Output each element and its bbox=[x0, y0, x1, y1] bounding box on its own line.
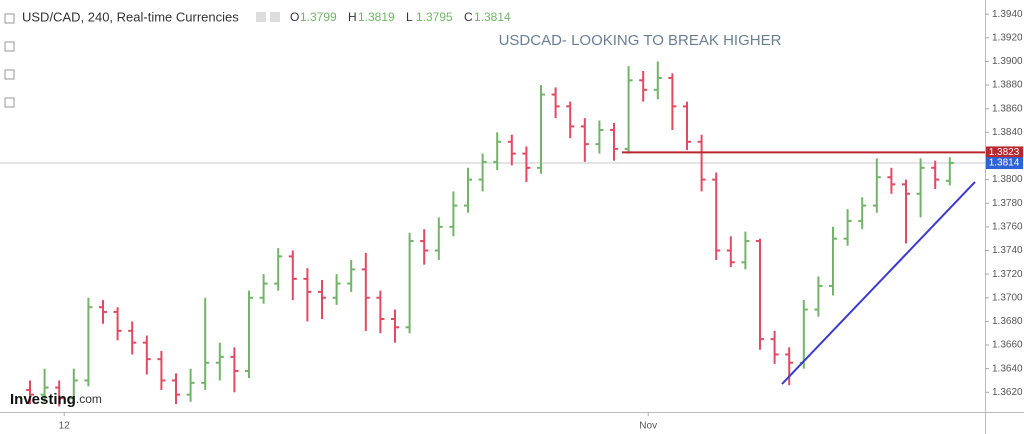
y-tick-label: 1.3760 bbox=[992, 221, 1023, 232]
header-label: H bbox=[348, 10, 357, 24]
y-tick-label: 1.3900 bbox=[992, 56, 1023, 67]
y-tick-label: 1.3620 bbox=[992, 387, 1023, 398]
y-tick-label: 1.3860 bbox=[992, 103, 1023, 114]
settings-icon[interactable] bbox=[256, 12, 266, 22]
header-value: 1.3795 bbox=[416, 10, 453, 24]
y-tick-label: 1.3740 bbox=[992, 245, 1023, 256]
header-value: 1.3799 bbox=[300, 10, 337, 24]
y-tick-label: 1.3720 bbox=[992, 269, 1023, 280]
y-tick-label: 1.3780 bbox=[992, 198, 1023, 209]
y-tick-label: 1.3920 bbox=[992, 32, 1023, 43]
logo-name: Investing bbox=[10, 391, 76, 408]
settings-icon[interactable] bbox=[270, 12, 280, 22]
toolbar-icon[interactable] bbox=[4, 69, 15, 80]
logo-suffix: .com bbox=[76, 392, 102, 406]
last-price-tag bbox=[986, 157, 1023, 170]
header-label: O bbox=[290, 10, 299, 24]
toolbar-icon[interactable] bbox=[4, 13, 15, 24]
level-price-tag bbox=[986, 146, 1023, 159]
y-tick-label: 1.3940 bbox=[992, 9, 1023, 20]
left-toolbar bbox=[4, 13, 15, 108]
toolbar-icon[interactable] bbox=[4, 97, 15, 108]
level-price-label: 1.3823 bbox=[989, 147, 1020, 158]
header-label: C bbox=[464, 10, 473, 24]
y-tick-label: 1.3800 bbox=[992, 174, 1023, 185]
x-tick-label: Nov bbox=[639, 421, 657, 432]
y-tick-label: 1.3840 bbox=[992, 127, 1023, 138]
x-tick-label: 12 bbox=[59, 421, 71, 432]
y-tick-label: 1.3640 bbox=[992, 363, 1023, 374]
y-tick-label: 1.3700 bbox=[992, 292, 1023, 303]
toolbar-icon[interactable] bbox=[4, 41, 15, 52]
y-tick-label: 1.3660 bbox=[992, 340, 1023, 351]
last-price-label: 1.3814 bbox=[989, 158, 1020, 169]
chart-title: USD/CAD, 240, Real-time Currencies bbox=[22, 9, 239, 24]
y-tick-label: 1.3880 bbox=[992, 80, 1023, 91]
plot-area bbox=[0, 61, 985, 407]
annotation: USDCAD- LOOKING TO BREAK HIGHER bbox=[499, 32, 782, 49]
header-values: O 1.3799 H 1.3819 L 1.3795 C 1.3814 bbox=[290, 10, 511, 24]
header-label: L bbox=[406, 10, 413, 24]
trend-line bbox=[781, 181, 976, 385]
y-tick-label: 1.3680 bbox=[992, 316, 1023, 327]
logo: Investing.com bbox=[10, 391, 102, 408]
header-value: 1.3819 bbox=[358, 10, 395, 24]
header-value: 1.3814 bbox=[474, 10, 511, 24]
